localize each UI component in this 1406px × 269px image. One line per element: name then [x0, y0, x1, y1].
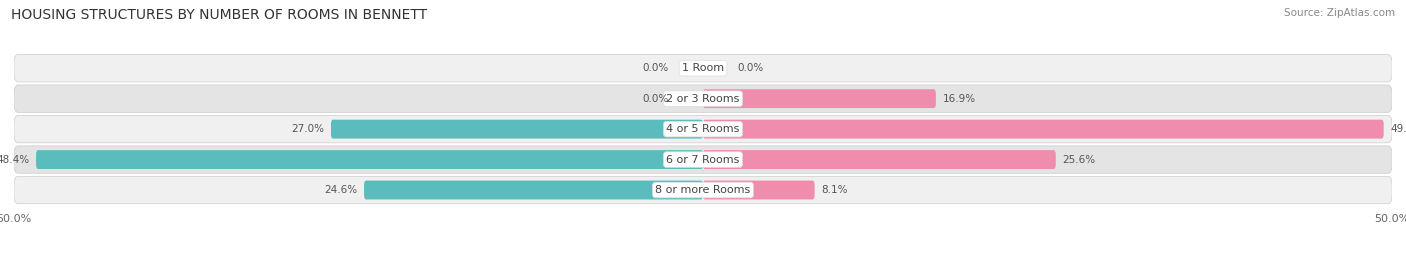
FancyBboxPatch shape — [37, 150, 703, 169]
FancyBboxPatch shape — [14, 55, 1392, 82]
Text: 24.6%: 24.6% — [323, 185, 357, 195]
Text: Source: ZipAtlas.com: Source: ZipAtlas.com — [1284, 8, 1395, 18]
FancyBboxPatch shape — [703, 150, 1056, 169]
FancyBboxPatch shape — [703, 180, 814, 200]
Text: 8.1%: 8.1% — [821, 185, 848, 195]
FancyBboxPatch shape — [703, 89, 936, 108]
FancyBboxPatch shape — [703, 120, 1384, 139]
Text: 27.0%: 27.0% — [291, 124, 323, 134]
Text: 0.0%: 0.0% — [643, 63, 669, 73]
FancyBboxPatch shape — [364, 180, 703, 200]
Text: 25.6%: 25.6% — [1063, 155, 1095, 165]
FancyBboxPatch shape — [14, 115, 1392, 143]
Text: HOUSING STRUCTURES BY NUMBER OF ROOMS IN BENNETT: HOUSING STRUCTURES BY NUMBER OF ROOMS IN… — [11, 8, 427, 22]
Text: 1 Room: 1 Room — [682, 63, 724, 73]
FancyBboxPatch shape — [14, 85, 1392, 112]
FancyBboxPatch shape — [14, 146, 1392, 173]
Text: 8 or more Rooms: 8 or more Rooms — [655, 185, 751, 195]
Text: 0.0%: 0.0% — [738, 63, 763, 73]
Text: 2 or 3 Rooms: 2 or 3 Rooms — [666, 94, 740, 104]
Text: 6 or 7 Rooms: 6 or 7 Rooms — [666, 155, 740, 165]
Text: 4 or 5 Rooms: 4 or 5 Rooms — [666, 124, 740, 134]
FancyBboxPatch shape — [14, 176, 1392, 204]
FancyBboxPatch shape — [330, 120, 703, 139]
Text: 0.0%: 0.0% — [643, 94, 669, 104]
Text: 48.4%: 48.4% — [0, 155, 30, 165]
Text: 49.4%: 49.4% — [1391, 124, 1406, 134]
Text: 16.9%: 16.9% — [943, 94, 976, 104]
